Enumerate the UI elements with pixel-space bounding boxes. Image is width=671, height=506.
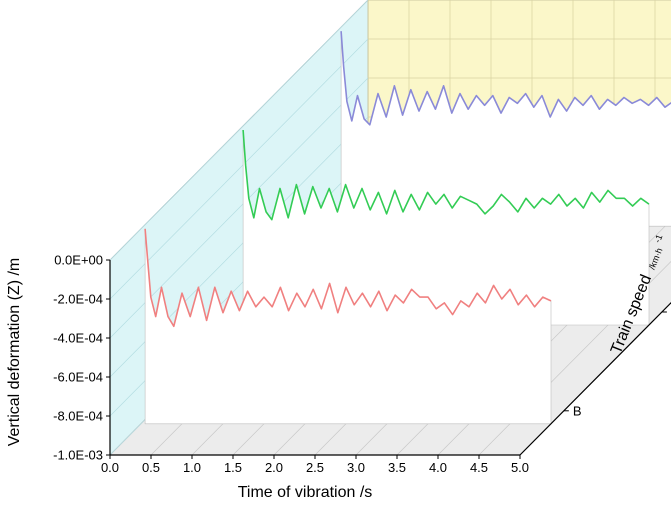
x-tick-label: 0.5 xyxy=(142,460,160,475)
x-tick-label: 4.5 xyxy=(470,460,488,475)
x-axis-title: Time of vibration /s xyxy=(238,484,373,501)
x-tick-label: 4.0 xyxy=(429,460,447,475)
x-tick-label: 0.0 xyxy=(101,460,119,475)
series-line-F xyxy=(340,31,671,126)
side-grid-line xyxy=(109,0,369,261)
y-tick-label: -4.0E-04 xyxy=(53,331,103,346)
x-tick-label: 2.5 xyxy=(306,460,324,475)
side-grid-line xyxy=(109,38,369,300)
x-tick-label: 3.5 xyxy=(388,460,406,475)
x-tick-label: 3.0 xyxy=(347,460,365,475)
series-line-D xyxy=(242,129,650,221)
y-tick-label: -8.0E-04 xyxy=(53,409,103,424)
tick-labels: 0.0 0.5 1.0 1.5 2.0 2.5 3.0 3.5 4.0 4.5 5.0 0.0E+00… xyxy=(53,253,671,476)
x-tick-label: 5.0 xyxy=(511,460,529,475)
side-grid-line xyxy=(109,77,369,339)
z-category-label: B xyxy=(573,403,582,418)
y-axis-title: Vertical deformation (Z) /m xyxy=(6,258,23,447)
x-tick-label: 1.0 xyxy=(183,460,201,475)
y-tick-label: -2.0E-04 xyxy=(53,292,103,307)
x-tick-label: 1.5 xyxy=(224,460,242,475)
y-tick-label: 0.0E+00 xyxy=(54,253,103,268)
x-tick-label: 2.0 xyxy=(265,460,283,475)
series-line-B xyxy=(144,228,552,328)
series-layer xyxy=(144,31,671,425)
z-axis-line xyxy=(519,301,671,456)
z-axis-unit-exp: -1 xyxy=(652,233,664,244)
axes xyxy=(106,259,671,459)
y-tick-label: -1.0E-03 xyxy=(53,448,103,463)
y-tick-label: -6.0E-04 xyxy=(53,370,103,385)
